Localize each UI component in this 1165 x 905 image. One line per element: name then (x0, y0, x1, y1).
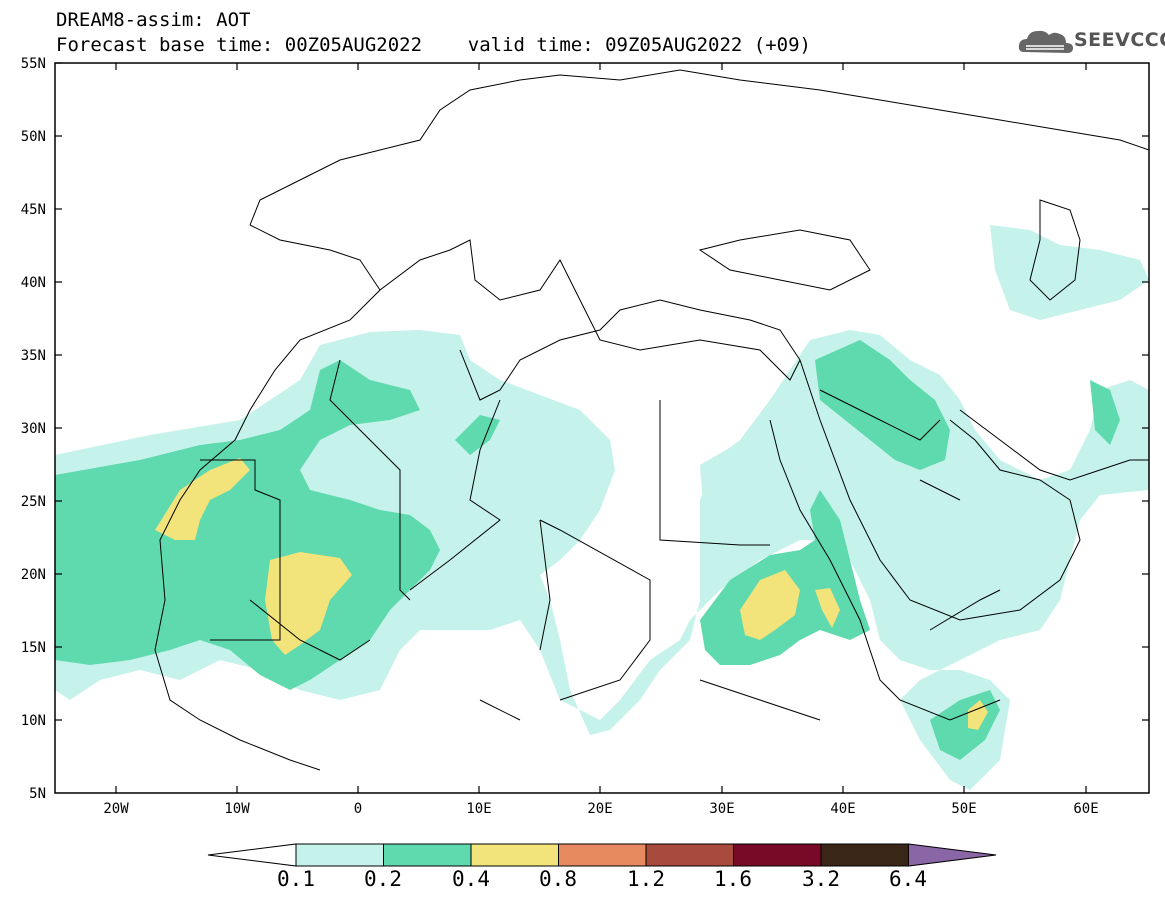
lon-label: 30E (709, 801, 735, 817)
coastline-europe (249, 69, 1149, 226)
map-title: DREAM8-assim: AOT (56, 9, 251, 31)
lon-label: 60E (1073, 801, 1099, 817)
colorbar-label: 3.2 (802, 867, 840, 891)
coastline-persian-gulf (959, 409, 1149, 481)
coastline-caspian (1029, 199, 1081, 301)
colorbar-segment-4 (558, 843, 647, 867)
lon-ticks (115, 63, 1087, 793)
coastline-arabia (799, 359, 1081, 621)
aot-region-low (55, 330, 1149, 790)
colorbar-segment-6 (733, 843, 822, 867)
colorbar-segment-7 (820, 843, 909, 867)
colorbar-label: 0.4 (452, 867, 490, 891)
lat-label: 35N (20, 348, 46, 364)
coastlines-borders (154, 69, 1149, 771)
lon-label: 10W (224, 801, 250, 817)
coastline-black-sea (698, 229, 871, 291)
colorbar-label: 1.2 (627, 867, 665, 891)
colorbar-high-arrow (908, 843, 997, 867)
lat-label: 50N (20, 129, 46, 145)
colorbar-segment-1 (295, 843, 384, 867)
colorbar-label: 0.1 (277, 867, 315, 891)
aot-region-mid (55, 360, 440, 690)
lon-label: 0 (353, 801, 363, 817)
lat-label: 55N (20, 56, 46, 72)
lon-label: 50E (951, 801, 977, 817)
country-borders (200, 359, 1001, 721)
lon-label: 10E (466, 801, 492, 817)
lon-label: 20E (587, 801, 613, 817)
logo-text: SEEVCCC (1074, 29, 1165, 51)
cloud-icon (1018, 30, 1073, 53)
seevccc-logo: SEEVCCC (1018, 26, 1165, 56)
lon-label: 20W (103, 801, 129, 817)
coastline-red-sea (769, 419, 1001, 721)
forecast-time-line: Forecast base time: 00Z05AUG2022 valid t… (56, 34, 811, 56)
colorbar-label: 6.4 (889, 867, 927, 891)
colorbar-segment-5 (645, 843, 734, 867)
aot-contours (55, 225, 1149, 790)
colorbar-segment-2 (383, 843, 472, 867)
colorbar-label: 0.8 (539, 867, 577, 891)
lon-label: 40E (830, 801, 856, 817)
coastline-west-africa (154, 224, 381, 771)
coastline-mediterranean (379, 239, 801, 401)
colorbar-low-arrow (207, 843, 297, 867)
lat-label: 45N (20, 202, 46, 218)
colorbar-segment-3 (470, 843, 559, 867)
lat-label: 10N (20, 713, 46, 729)
lat-label: 25N (20, 494, 46, 510)
colorbar-label: 0.2 (364, 867, 402, 891)
colorbar-label: 1.6 (714, 867, 752, 891)
lat-ticks (55, 62, 1149, 721)
lat-label: 30N (20, 421, 46, 437)
lat-label: 15N (20, 640, 46, 656)
colorbar (207, 843, 997, 867)
aot-region-high (155, 458, 250, 540)
lat-label: 5N (29, 786, 46, 802)
lat-label: 20N (20, 567, 46, 583)
lat-label: 40N (20, 275, 46, 291)
